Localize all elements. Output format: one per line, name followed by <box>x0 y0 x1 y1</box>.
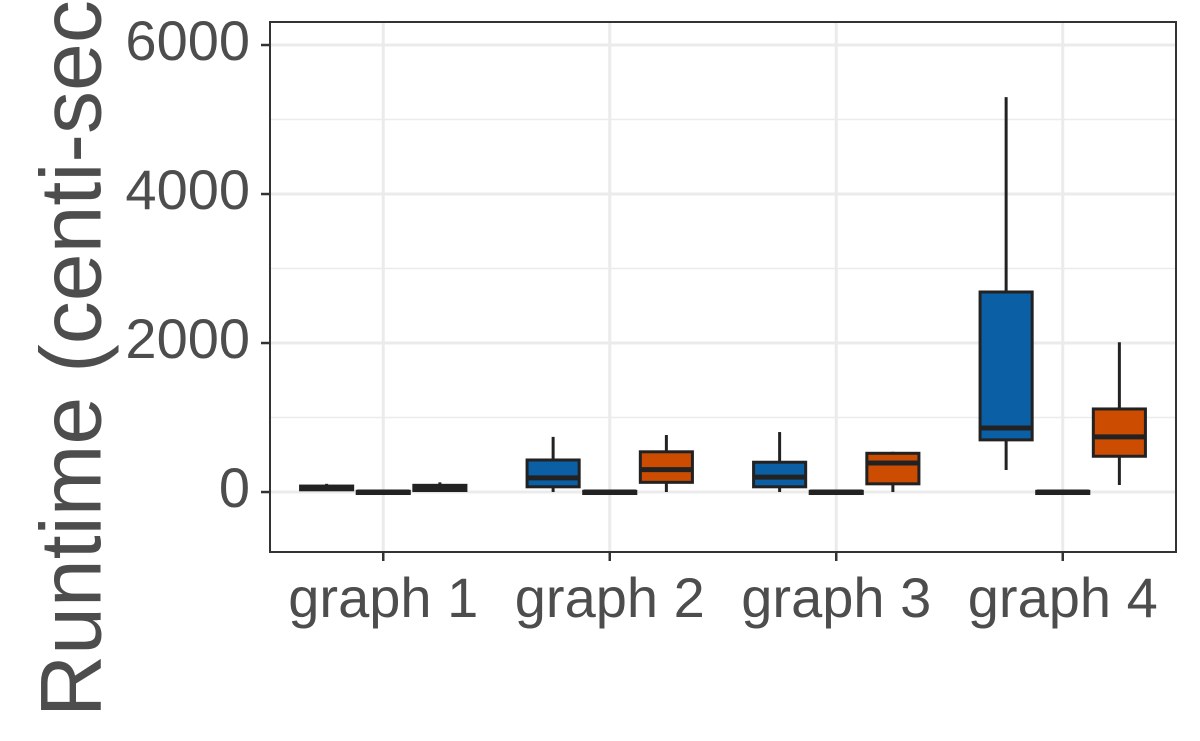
box <box>638 450 694 484</box>
y-axis-title: Runtime (centi-seconds) <box>24 0 120 717</box>
box <box>525 458 581 489</box>
y-tick-label: 4000 <box>125 158 250 221</box>
x-tick-label: graph 2 <box>515 566 705 629</box>
panel-border <box>269 21 1177 553</box>
y-tick-label: 0 <box>219 456 250 519</box>
box <box>978 290 1034 442</box>
box <box>1091 407 1147 458</box>
box <box>752 460 808 489</box>
x-tick-label: graph 4 <box>968 566 1158 629</box>
y-tick-label: 6000 <box>125 9 250 72</box>
x-tick-label: graph 1 <box>288 566 478 629</box>
y-tick-label: 2000 <box>125 307 250 370</box>
x-tick-label: graph 3 <box>741 566 931 629</box>
box <box>865 451 921 486</box>
